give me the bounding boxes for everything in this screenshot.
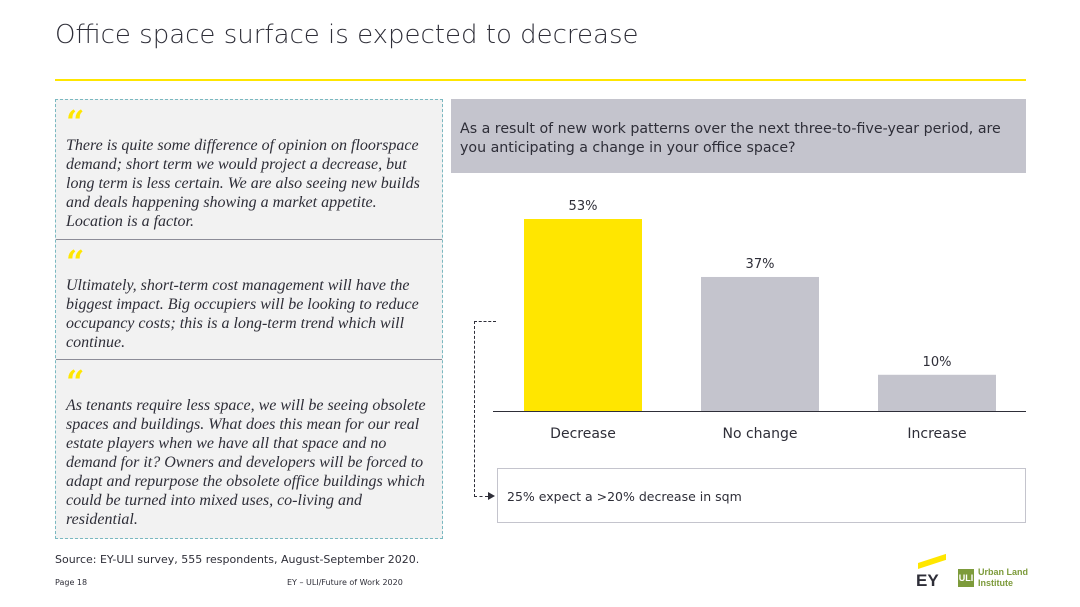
page-number: Page 18 bbox=[55, 578, 88, 587]
quote-text: Ultimately, short-term cost management w… bbox=[66, 277, 419, 351]
bar-no-change bbox=[701, 276, 819, 411]
source-note: Source: EY-ULI survey, 555 respondents, … bbox=[55, 553, 420, 566]
title-divider bbox=[55, 79, 1026, 81]
quote-mark-icon: “ bbox=[66, 243, 85, 281]
quote-mark-icon: “ bbox=[66, 363, 85, 401]
connector-line bbox=[474, 321, 496, 322]
connector-line bbox=[474, 321, 475, 497]
quote-text: As tenants require less space, we will b… bbox=[66, 397, 426, 528]
category-label: Decrease bbox=[550, 426, 616, 442]
publication-name: EY – ULI/Future of Work 2020 bbox=[287, 578, 403, 587]
ey-logo: EY bbox=[914, 553, 948, 592]
bar-value-label: 37% bbox=[746, 257, 775, 272]
uli-line-2: Institute bbox=[978, 578, 1013, 588]
callout-box: 25% expect a >20% decrease in sqm bbox=[497, 468, 1026, 523]
bar-increase bbox=[878, 374, 996, 411]
quote-text: There is quite some difference of opinio… bbox=[66, 137, 420, 230]
category-label: No change bbox=[722, 426, 797, 442]
ey-beam-icon bbox=[918, 553, 946, 569]
quotes-panel: “ There is quite some difference of opin… bbox=[55, 99, 443, 539]
bar-decrease bbox=[524, 219, 642, 411]
bar-chart: 53% Decrease 37% No change 10% Increase bbox=[493, 199, 1026, 442]
arrow-icon bbox=[488, 492, 495, 500]
connector-line bbox=[474, 496, 488, 497]
uli-logo-text: Urban Land Institute bbox=[978, 567, 1028, 589]
bar-value-label: 53% bbox=[569, 199, 598, 214]
quote-block: “ Ultimately, short-term cost management… bbox=[56, 239, 442, 359]
uli-mark-icon: ULI bbox=[958, 569, 974, 587]
quote-block: “ As tenants require less space, we will… bbox=[56, 359, 442, 538]
page-title: Office space surface is expected to decr… bbox=[55, 20, 639, 50]
survey-question: As a result of new work patterns over th… bbox=[451, 99, 1026, 173]
uli-logo: ULI Urban Land Institute bbox=[958, 567, 1028, 591]
quote-mark-icon: “ bbox=[66, 103, 85, 141]
uli-line-1: Urban Land bbox=[978, 567, 1029, 577]
ey-logo-text: EY bbox=[916, 571, 939, 590]
quote-block: “ There is quite some difference of opin… bbox=[56, 100, 442, 239]
category-label: Increase bbox=[907, 426, 966, 442]
bar-value-label: 10% bbox=[923, 355, 952, 370]
